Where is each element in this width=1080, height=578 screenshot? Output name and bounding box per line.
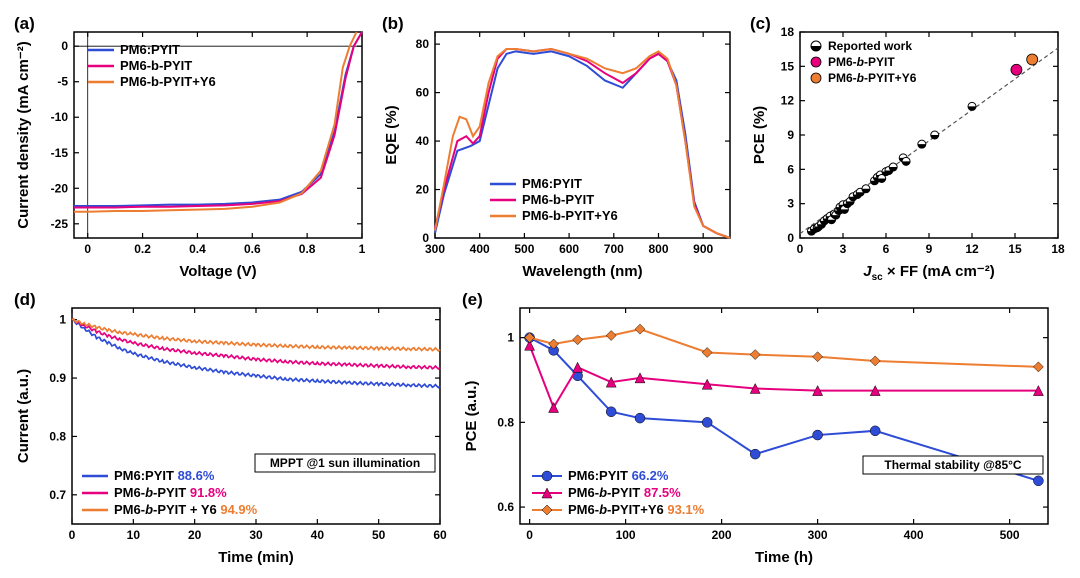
svg-text:PM6-b-PYIT 91.8%: PM6-b-PYIT 91.8% — [114, 485, 227, 500]
svg-text:300: 300 — [808, 528, 828, 542]
svg-text:40: 40 — [416, 134, 430, 148]
svg-text:PCE (a.u.): PCE (a.u.) — [463, 381, 480, 452]
svg-text:0.4: 0.4 — [189, 242, 206, 256]
svg-text:500: 500 — [514, 242, 534, 256]
chart-pce-scatter: 0 3 6 9 12 15 18 0 3 6 9 12 15 18 PCE (%) Jsc × FF (mA … — [748, 12, 1068, 282]
svg-text:Thermal stability @85°C: Thermal stability @85°C — [884, 458, 1022, 472]
svg-text:15: 15 — [1008, 242, 1022, 256]
svg-text:0.8: 0.8 — [497, 415, 514, 429]
svg-text:1: 1 — [59, 313, 66, 327]
svg-text:Time (h): Time (h) — [755, 549, 813, 566]
svg-text:0: 0 — [61, 39, 68, 53]
svg-text:-10: -10 — [51, 110, 69, 124]
svg-text:MPPT @1 sun illumination: MPPT @1 sun illumination — [270, 456, 420, 470]
svg-text:PCE (%): PCE (%) — [751, 106, 768, 164]
svg-text:-25: -25 — [51, 217, 69, 231]
svg-text:1: 1 — [507, 331, 514, 345]
svg-text:PM6-b-PYIT: PM6-b-PYIT — [120, 58, 192, 73]
svg-text:0.9: 0.9 — [49, 371, 66, 385]
panel-c: (c) 0 3 6 9 12 15 18 0 3 6 9 12 15 18 PCE (%) Jsc × FF … — [748, 12, 1068, 282]
svg-text:0: 0 — [526, 528, 533, 542]
svg-text:40: 40 — [311, 528, 325, 542]
svg-text:900: 900 — [693, 242, 713, 256]
svg-text:3: 3 — [787, 197, 794, 211]
chart-jv: 0 0.2 0.4 0.6 0.8 1 -25 -20 -15 -10 -5 0 Voltage (V)… — [12, 12, 372, 282]
svg-text:12: 12 — [781, 94, 795, 108]
panel-d: (d) 0 10 20 30 40 50 60 0.7 0.8 0.9 1 Time (min) Cur… — [12, 288, 452, 568]
panel-c-label: (c) — [750, 14, 771, 34]
svg-text:50: 50 — [372, 528, 386, 542]
svg-text:Jsc × FF (mA cm⁻²): Jsc × FF (mA cm⁻²) — [863, 263, 994, 282]
svg-text:6: 6 — [787, 162, 794, 176]
svg-text:12: 12 — [965, 242, 979, 256]
svg-text:700: 700 — [604, 242, 624, 256]
svg-text:100: 100 — [616, 528, 636, 542]
svg-text:0: 0 — [422, 231, 429, 245]
svg-text:0: 0 — [69, 528, 76, 542]
svg-text:0: 0 — [797, 242, 804, 256]
svg-text:10: 10 — [127, 528, 141, 542]
svg-text:PM6-b-PYIT+Y6 93.1%: PM6-b-PYIT+Y6 93.1% — [568, 502, 705, 517]
svg-text:18: 18 — [781, 25, 795, 39]
panel-b: (b) 300400500600700800900020406080Wavele… — [380, 12, 740, 282]
svg-text:60: 60 — [433, 528, 447, 542]
svg-text:-15: -15 — [51, 146, 69, 160]
svg-text:9: 9 — [787, 128, 794, 142]
svg-text:PM6-b-PYIT+Y6: PM6-b-PYIT+Y6 — [120, 74, 216, 89]
svg-text:400: 400 — [470, 242, 490, 256]
svg-text:PM6-b-PYIT + Y6 94.9%: PM6-b-PYIT + Y6 94.9% — [114, 502, 258, 517]
svg-text:0.6: 0.6 — [244, 242, 261, 256]
panel-e-label: (e) — [462, 290, 483, 310]
svg-text:15: 15 — [781, 59, 795, 73]
svg-text:200: 200 — [712, 528, 732, 542]
svg-text:18: 18 — [1051, 242, 1065, 256]
svg-text:30: 30 — [249, 528, 263, 542]
svg-text:-5: -5 — [57, 75, 68, 89]
svg-text:PM6-b-PYIT+Y6: PM6-b-PYIT+Y6 — [828, 71, 917, 85]
svg-text:6: 6 — [883, 242, 890, 256]
svg-text:400: 400 — [904, 528, 924, 542]
svg-text:PM6-b-PYIT 87.5%: PM6-b-PYIT 87.5% — [568, 485, 681, 500]
svg-text:800: 800 — [648, 242, 668, 256]
svg-text:0.8: 0.8 — [299, 242, 316, 256]
svg-text:80: 80 — [416, 37, 430, 51]
svg-text:Reported work: Reported work — [828, 39, 912, 53]
panel-b-label: (b) — [382, 14, 404, 34]
svg-text:600: 600 — [559, 242, 579, 256]
svg-text:0.6: 0.6 — [497, 500, 514, 514]
chart-thermal: 0 100 200 300 400 500 0.6 0.8 1 Time (h) PCE (a.u.… — [460, 288, 1060, 568]
svg-text:0: 0 — [787, 231, 794, 245]
svg-text:PM6:PYIT: PM6:PYIT — [522, 176, 582, 191]
svg-text:Voltage (V): Voltage (V) — [179, 263, 256, 280]
svg-text:PM6:PYIT: PM6:PYIT — [120, 42, 180, 57]
svg-text:60: 60 — [416, 86, 430, 100]
svg-text:PM6-b-PYIT+Y6: PM6-b-PYIT+Y6 — [522, 208, 618, 223]
panel-e: (e) 0 100 200 300 400 500 0.6 0.8 1 Time (h) PCE (… — [460, 288, 1060, 568]
svg-text:500: 500 — [1000, 528, 1020, 542]
svg-text:PM6:PYIT 66.2%: PM6:PYIT 66.2% — [568, 468, 669, 483]
chart-eqe: 300400500600700800900020406080Wavelength… — [380, 12, 740, 282]
svg-text:20: 20 — [188, 528, 202, 542]
svg-text:0: 0 — [84, 242, 91, 256]
svg-text:Wavelength (nm): Wavelength (nm) — [522, 263, 642, 280]
svg-text:PM6:PYIT 88.6%: PM6:PYIT 88.6% — [114, 468, 215, 483]
svg-text:20: 20 — [416, 183, 430, 197]
svg-text:0.2: 0.2 — [134, 242, 151, 256]
svg-text:Current density (mA cm⁻²): Current density (mA cm⁻²) — [15, 41, 32, 228]
svg-text:0.8: 0.8 — [49, 429, 66, 443]
svg-text:Current (a.u.): Current (a.u.) — [15, 369, 32, 463]
svg-text:1: 1 — [359, 242, 366, 256]
panel-a: (a) 0 0.2 0.4 0.6 0.8 1 -25 -20 -15 -10 -5 0 Voltage… — [12, 12, 372, 282]
svg-text:0.7: 0.7 — [49, 488, 66, 502]
svg-text:Time (min): Time (min) — [218, 549, 294, 566]
svg-text:9: 9 — [926, 242, 933, 256]
svg-text:3: 3 — [840, 242, 847, 256]
panel-d-label: (d) — [14, 290, 36, 310]
svg-text:-20: -20 — [51, 181, 69, 195]
svg-text:PM6-b-PYIT: PM6-b-PYIT — [522, 192, 594, 207]
chart-mppt: 0 10 20 30 40 50 60 0.7 0.8 0.9 1 Time (min) Current… — [12, 288, 452, 568]
panel-a-label: (a) — [14, 14, 35, 34]
svg-text:EQE (%): EQE (%) — [383, 105, 400, 164]
svg-text:PM6-b-PYIT: PM6-b-PYIT — [828, 55, 895, 69]
